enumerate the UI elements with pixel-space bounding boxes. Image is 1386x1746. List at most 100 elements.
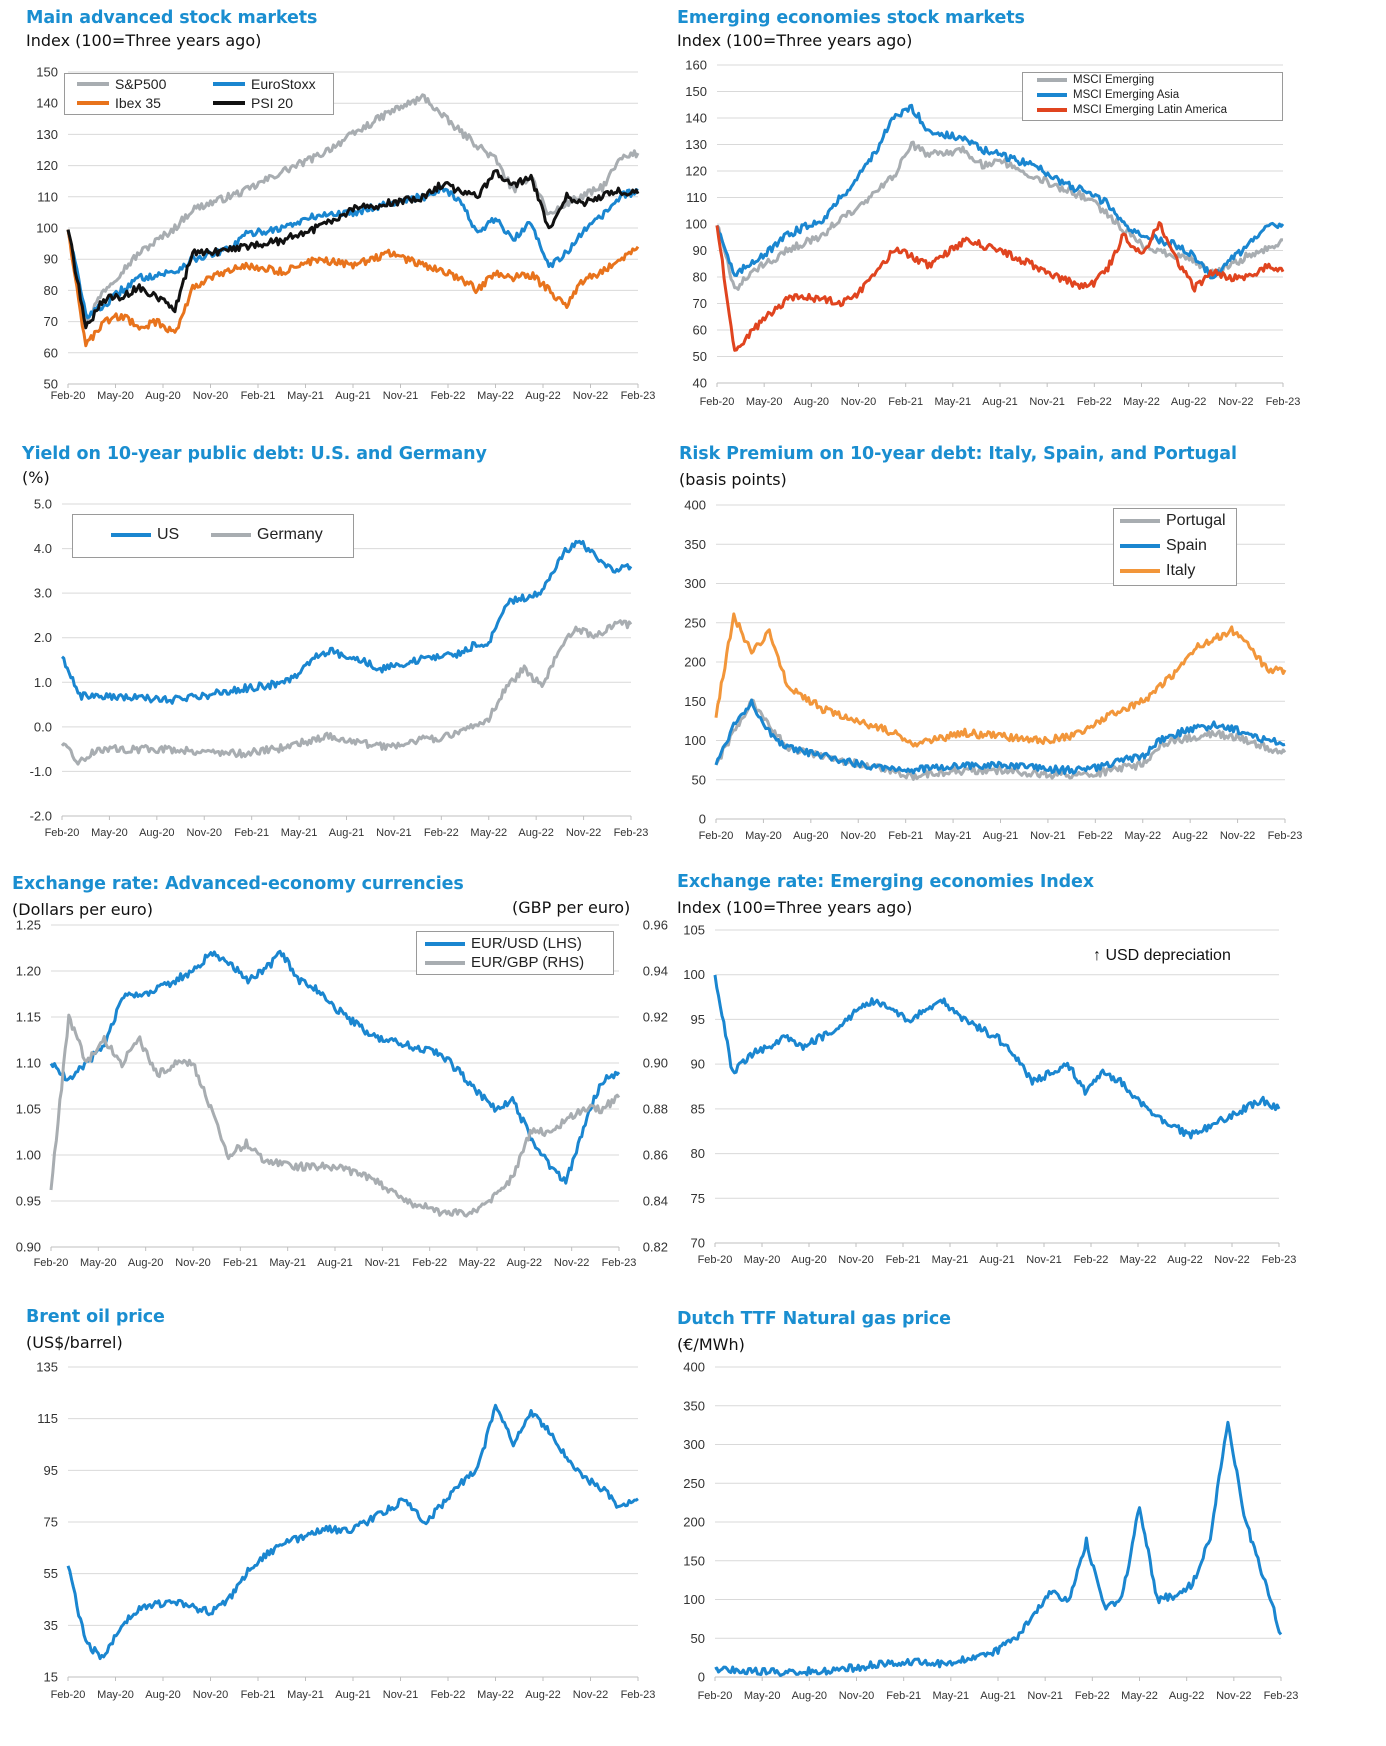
- y-tick-label: 200: [684, 655, 706, 670]
- x-tick-label: Feb-21: [241, 1689, 276, 1701]
- x-tick-label: Aug-22: [525, 1689, 560, 1701]
- chart-subtitle: Index (100=Three years ago): [677, 31, 913, 50]
- legend-item-eurostoxx: EuroStoxx: [213, 76, 316, 92]
- y-tick-label: 100: [684, 733, 706, 748]
- chart-subtitle: Index (100=Three years ago): [677, 898, 913, 917]
- x-tick-label: Aug-22: [1171, 396, 1206, 408]
- y-tick-label: 1.0: [34, 675, 52, 690]
- legend-label: Italy: [1166, 562, 1196, 579]
- y-tick-label: 80: [691, 1146, 705, 1161]
- y-tick-label: 1.05: [16, 1102, 41, 1117]
- x-tick-label: May-22: [1124, 830, 1161, 842]
- x-tick-label: Aug-21: [335, 1689, 370, 1701]
- chart-legend: Portugal Spain Italy: [1113, 508, 1237, 586]
- legend-label: Spain: [1166, 537, 1207, 554]
- y-tick-label: 75: [44, 1515, 58, 1530]
- legend-label: EuroStoxx: [251, 76, 316, 92]
- x-tick-label: Nov-21: [1027, 1690, 1062, 1702]
- x-tick-label: Nov-21: [1029, 396, 1064, 408]
- x-tick-label: May-21: [934, 396, 971, 408]
- legend-item-msci-emerging: MSCI Emerging: [1037, 74, 1154, 86]
- x-tick-label: Feb-22: [1077, 396, 1112, 408]
- x-tick-label: Aug-21: [983, 830, 1018, 842]
- chart-title: Emerging economies stock markets: [677, 8, 1025, 28]
- x-tick-label: Nov-20: [193, 1689, 228, 1701]
- x-tick-label: May-21: [281, 827, 318, 839]
- y-tick-label: 300: [684, 576, 706, 591]
- legend-item-eurusd: EUR/USD (LHS): [425, 935, 582, 952]
- y-tick-label: 75: [691, 1191, 705, 1206]
- x-tick-label: Nov-20: [187, 827, 222, 839]
- x-tick-label: Nov-22: [1214, 1254, 1249, 1266]
- legend-label: PSI 20: [251, 95, 294, 111]
- series-line-us: [61, 539, 633, 705]
- chart-title: Exchange rate: Advanced-economy currenci…: [12, 874, 464, 894]
- legend-swatch: [77, 82, 109, 86]
- legend-swatch: [1120, 544, 1160, 548]
- y-tick-label: 100: [36, 221, 58, 236]
- x-tick-label: Feb-22: [1078, 830, 1113, 842]
- y-tick-label: 115: [37, 1411, 58, 1426]
- y-tick-label: -1.0: [30, 764, 52, 779]
- legend-label: Portugal: [1166, 512, 1226, 529]
- y-tick-label: 1.10: [16, 1056, 41, 1071]
- series-line-psi-20: [66, 169, 640, 330]
- x-tick-label: Feb-21: [888, 830, 923, 842]
- y-tick-label: 150: [683, 1553, 705, 1568]
- legend-label: MSCI Emerging Latin America: [1073, 104, 1228, 116]
- y-tick-label: 40: [693, 376, 707, 391]
- x-tick-label: Aug-22: [507, 1257, 542, 1269]
- y-tick-label: 85: [691, 1101, 705, 1116]
- y-tick-label: 100: [685, 217, 707, 232]
- y-tick-label: 2.0: [34, 630, 52, 645]
- x-tick-label: Aug-20: [139, 827, 174, 839]
- legend-label: MSCI Emerging Asia: [1073, 89, 1180, 101]
- x-tick-label: Feb-21: [888, 396, 923, 408]
- x-tick-label: Aug-20: [792, 1690, 827, 1702]
- legend-swatch: [1037, 78, 1067, 82]
- chart-title: Risk Premium on 10-year debt: Italy, Spa…: [679, 444, 1237, 464]
- chart-subtitle: (%): [22, 468, 50, 487]
- x-tick-label: Feb-23: [614, 827, 649, 839]
- y-tick-label: 0.95: [16, 1194, 41, 1209]
- x-tick-label: Nov-22: [573, 390, 608, 402]
- legend-item-msci-emerging-latam: MSCI Emerging Latin America: [1037, 104, 1227, 116]
- y-tick-label: 350: [684, 537, 706, 552]
- y-tick-label: 90: [691, 1057, 705, 1072]
- legend-swatch: [77, 101, 109, 105]
- y-tick-label: 130: [36, 127, 58, 142]
- y-tick-label: 1.00: [16, 1148, 41, 1163]
- series-line-eur-usd-lhs-: [49, 949, 621, 1185]
- y-tick-label: 90: [693, 243, 707, 258]
- y2-tick-label: 0.96: [643, 918, 668, 933]
- series-line-italy: [714, 612, 1287, 748]
- y-tick-label: 60: [44, 345, 58, 360]
- x-tick-label: Feb-23: [621, 1689, 656, 1701]
- series-line-eur-gbp-rhs-: [49, 1013, 621, 1218]
- x-tick-label: May-22: [477, 1689, 514, 1701]
- x-tick-label: Aug-22: [1172, 830, 1207, 842]
- series-line-p6: [713, 974, 1281, 1140]
- x-tick-label: Nov-21: [365, 1257, 400, 1269]
- y-tick-label: 1.20: [16, 964, 41, 979]
- y2-tick-label: 0.94: [643, 964, 668, 979]
- x-tick-label: Nov-21: [383, 1689, 418, 1701]
- legend-item-sp500: S&P500: [77, 76, 166, 92]
- x-tick-label: May-20: [744, 1690, 781, 1702]
- y-tick-label: 120: [36, 158, 58, 173]
- y-tick-label: 50: [44, 377, 58, 392]
- x-tick-label: Feb-23: [1266, 396, 1301, 408]
- y-tick-label: 50: [693, 349, 707, 364]
- y-tick-label: 70: [691, 1236, 705, 1251]
- x-tick-label: May-22: [459, 1257, 496, 1269]
- y-tick-label: 200: [683, 1515, 705, 1530]
- y2-tick-label: 0.92: [643, 1010, 668, 1025]
- x-tick-label: May-22: [470, 827, 507, 839]
- series-line-eurostoxx: [66, 185, 639, 320]
- chart-title: Dutch TTF Natural gas price: [677, 1309, 951, 1329]
- y-tick-label: 160: [685, 58, 707, 73]
- x-tick-label: May-20: [745, 830, 782, 842]
- y-tick-label: 50: [691, 1631, 705, 1646]
- x-tick-label: Feb-20: [698, 1690, 733, 1702]
- chart-subtitle: (€/MWh): [677, 1335, 745, 1354]
